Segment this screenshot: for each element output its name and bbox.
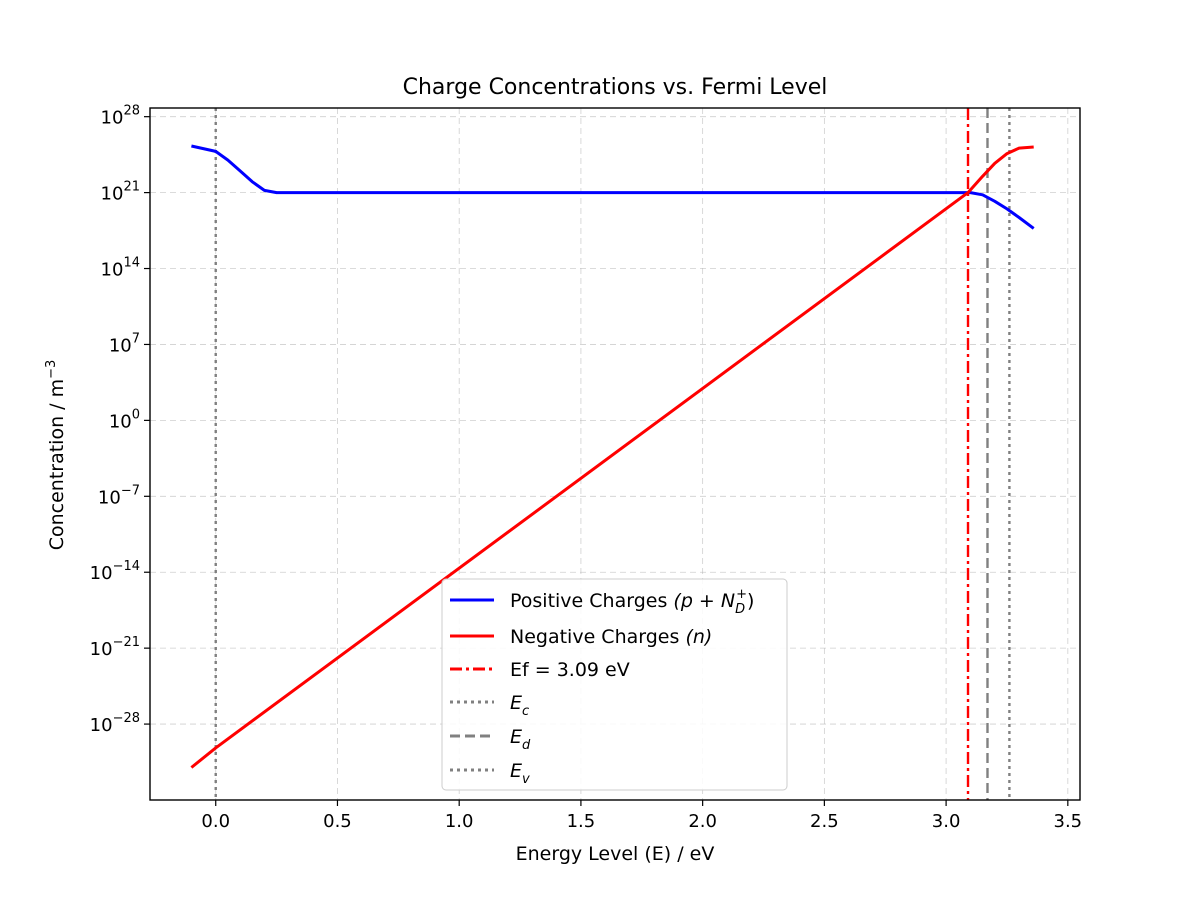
legend-label: Ev — [510, 760, 530, 787]
y-tick-label: 107 — [109, 331, 140, 356]
x-axis-label: Energy Level (E) / eV — [516, 843, 715, 865]
x-tick-label: 2.5 — [810, 811, 839, 832]
legend-label: Ec — [510, 692, 529, 719]
y-tick-base: 10 — [90, 715, 113, 736]
y-axis-label-exponent: −3 — [44, 360, 59, 379]
legend-label-text: E — [510, 726, 522, 748]
x-tick-label: 3.5 — [1054, 811, 1083, 832]
legend-label-math: (n) — [685, 626, 712, 648]
legend: Positive Charges (p + ND+) Negative Charg… — [441, 578, 788, 791]
x-tick-label: 3.0 — [932, 811, 961, 832]
legend-label-close: ) — [747, 590, 754, 612]
legend-label-math: (p + N — [673, 590, 735, 612]
y-tick-base: 10 — [101, 260, 124, 281]
y-tick-base: 10 — [98, 487, 121, 508]
legend-label-superscript: + — [736, 587, 747, 602]
legend-label: Positive Charges (p + ND+) — [510, 587, 754, 617]
vline-layer — [214, 108, 1011, 800]
legend-box — [441, 578, 788, 791]
x-tick-label: 0.5 — [323, 811, 352, 832]
y-tick-base: 10 — [90, 563, 113, 584]
y-axis-label: Concentration / m−3 — [44, 360, 68, 551]
x-tick-label: 2.0 — [688, 811, 717, 832]
y-tick-exponent: 7 — [132, 331, 140, 346]
y-tick-exponent: 28 — [123, 104, 140, 119]
y-tick-label: 100 — [109, 407, 140, 432]
legend-label-subscript: d — [522, 738, 531, 753]
y-tick-base: 10 — [109, 335, 132, 356]
tick-layer: 0.0 0.5 1.0 1.5 2.0 2.5 3.0 3.51028102110141071… — [90, 104, 1082, 832]
y-tick-exponent: 0 — [132, 407, 140, 422]
legend-label-text: E — [510, 692, 522, 714]
y-tick-label: 10−14 — [90, 559, 140, 584]
y-tick-exponent: −7 — [121, 483, 140, 498]
legend-label: Ef = 3.09 eV — [510, 659, 630, 681]
series-layer — [190, 144, 1035, 769]
y-tick-label: 1028 — [101, 104, 140, 129]
y-tick-label: 10−28 — [90, 711, 140, 736]
legend-label-subscript: v — [522, 772, 530, 787]
x-tick-label: 1.0 — [445, 811, 474, 832]
y-tick-base: 10 — [101, 108, 124, 129]
plot-frame — [149, 107, 1081, 801]
y-tick-exponent: 14 — [123, 256, 140, 271]
series-negative-charges — [190, 145, 1034, 769]
y-tick-base: 10 — [90, 639, 113, 660]
legend-label: Negative Charges (n) — [510, 626, 712, 648]
y-tick-label: 1021 — [101, 180, 140, 205]
y-tick-exponent: −28 — [113, 711, 140, 726]
y-tick-label: 10−7 — [98, 483, 140, 508]
y-axis-label-text: Concentration / m — [46, 379, 68, 550]
y-tick-base: 10 — [109, 411, 132, 432]
y-tick-base: 10 — [101, 184, 124, 205]
x-tick-label: 1.5 — [567, 811, 596, 832]
legend-label-text: Negative Charges — [510, 626, 685, 648]
legend-label-text: Ef = 3.09 eV — [510, 659, 630, 681]
legend-label-subscript: c — [522, 704, 529, 719]
x-tick-label: 0.0 — [201, 811, 230, 832]
y-tick-label: 10−21 — [90, 635, 140, 660]
chart-title: Charge Concentrations vs. Fermi Level — [403, 75, 828, 100]
y-tick-exponent: 21 — [123, 180, 140, 195]
y-tick-exponent: −14 — [113, 559, 140, 574]
y-tick-exponent: −21 — [113, 635, 140, 650]
y-tick-label: 1014 — [101, 256, 140, 281]
legend-label-subscript: D — [735, 602, 745, 617]
legend-label: Ed — [510, 726, 531, 753]
legend-label-text: Positive Charges — [510, 590, 673, 612]
legend-label-text: E — [510, 760, 522, 782]
series-positive-charges — [191, 144, 1035, 230]
